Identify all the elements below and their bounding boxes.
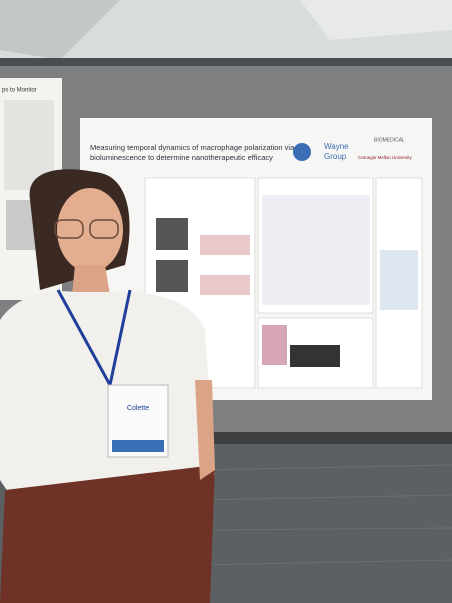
- lab-name: Group: [324, 152, 347, 161]
- poster-title: Measuring temporal dynamics of macrophag…: [90, 143, 295, 152]
- department: BIOMEDICAL: [374, 137, 405, 143]
- badge-stripe: [112, 440, 164, 452]
- university: Carnegie Mellon University: [358, 155, 413, 160]
- glasses: [89, 219, 119, 239]
- bar-figure: [262, 325, 287, 365]
- glasses: [54, 219, 84, 239]
- table-figure: [380, 250, 418, 310]
- left-poster-heading: ps to Monitor: [2, 88, 37, 94]
- line-figures: [262, 195, 370, 305]
- ceiling-panel: [0, 0, 120, 60]
- bar-figure: [200, 275, 250, 295]
- badge-name: Colette: [127, 405, 149, 412]
- heatmap: [156, 260, 188, 292]
- lab-name: Wayne: [324, 142, 349, 151]
- lab-logo: [293, 143, 311, 161]
- board-frame: [0, 58, 452, 66]
- neck: [72, 265, 110, 295]
- heatmap: [156, 218, 188, 250]
- carpet-texture: [199, 464, 452, 566]
- person: Colette: [0, 169, 215, 603]
- arm: [195, 380, 215, 480]
- micrograph: [290, 345, 340, 367]
- bar-figure: [200, 235, 250, 255]
- poster-title: bioluminescence to determine nanotherape…: [90, 153, 273, 162]
- trousers: [0, 465, 215, 603]
- ceiling-panel: [300, 0, 452, 40]
